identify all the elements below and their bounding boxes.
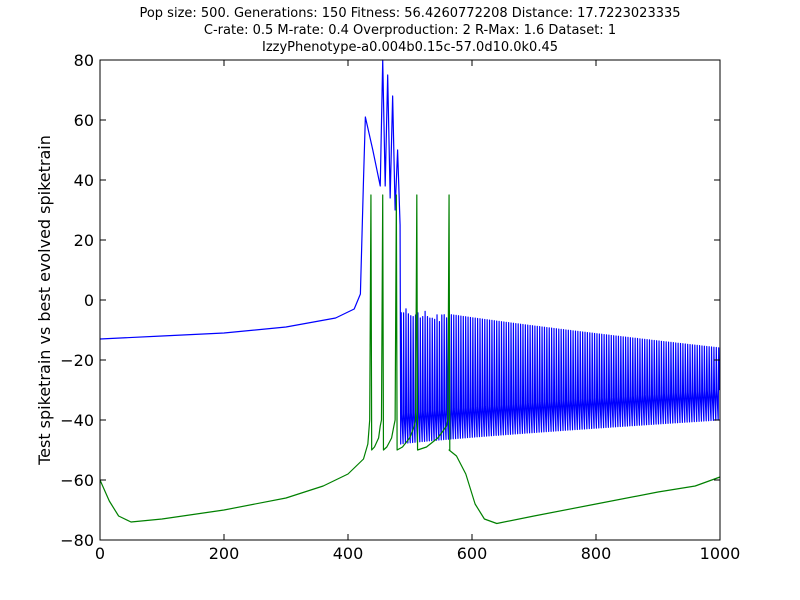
y-tick-label: 40 <box>74 171 94 190</box>
x-tick-label: 0 <box>95 544 105 563</box>
series-blue-line <box>100 60 719 444</box>
y-axis-label: Test spiketrain vs best evolved spiketra… <box>35 135 54 466</box>
y-tick-label: −40 <box>60 411 94 430</box>
x-tick-label: 400 <box>333 544 364 563</box>
y-tick-label: 80 <box>74 51 94 70</box>
x-tick-label: 600 <box>457 544 488 563</box>
x-tick-label: 800 <box>581 544 612 563</box>
plot-frame <box>100 60 720 540</box>
x-tick-label: 200 <box>209 544 240 563</box>
y-tick-label: −60 <box>60 471 94 490</box>
y-tick-label: −20 <box>60 351 94 370</box>
y-tick-label: 60 <box>74 111 94 130</box>
x-tick-label: 1000 <box>700 544 741 563</box>
y-tick-label: 20 <box>74 231 94 250</box>
series-layer <box>100 60 720 524</box>
y-tick-label: −80 <box>60 531 94 550</box>
y-tick-label: 0 <box>84 291 94 310</box>
